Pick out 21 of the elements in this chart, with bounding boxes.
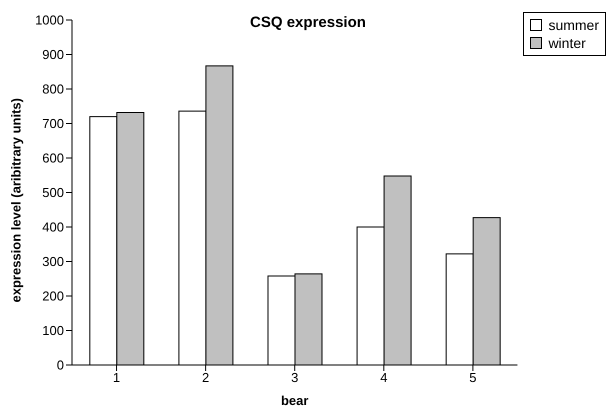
y-tick-label: 1000 — [35, 12, 64, 28]
x-tick-label: 4 — [380, 370, 388, 386]
x-axis-title: bear — [280, 393, 308, 408]
y-tick-label: 200 — [42, 288, 64, 304]
y-tick-label: 800 — [42, 82, 64, 97]
x-tick-label: 5 — [469, 370, 477, 386]
y-tick-label: 400 — [42, 220, 64, 235]
x-tick-label: 1 — [112, 370, 120, 386]
y-tick-label: 900 — [42, 47, 64, 62]
y-tick-label: 700 — [42, 116, 64, 132]
y-axis-title: expression level (aribitrary units) — [8, 98, 24, 302]
y-tick-label: 300 — [42, 254, 64, 270]
chart-title: CSQ expression — [249, 14, 367, 31]
x-tick-label: 2 — [202, 370, 210, 386]
legend-label: winter — [548, 35, 586, 51]
y-tick-label: 100 — [42, 323, 64, 338]
legend-label: summer — [548, 17, 599, 33]
y-tick-label: 0 — [56, 358, 64, 373]
y-tick-label: 600 — [42, 150, 64, 166]
x-tick-label: 3 — [291, 370, 298, 386]
y-tick-label: 500 — [42, 185, 64, 200]
